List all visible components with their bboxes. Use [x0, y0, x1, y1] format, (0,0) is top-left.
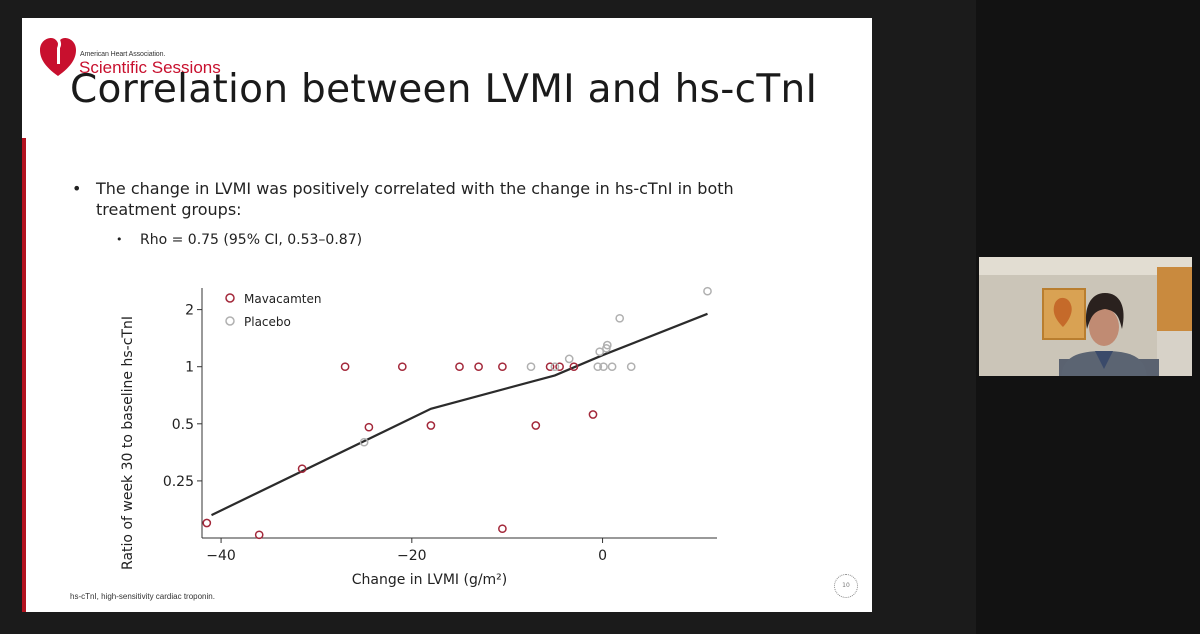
main-bullet: • The change in LVMI was positively corr…: [72, 178, 812, 220]
slide-accent-bar: [22, 138, 26, 612]
placebo-point: [607, 362, 617, 372]
aha-brand-text: American Heart Association.: [80, 51, 166, 58]
slide-title: Correlation between LVMI and hs-cTnI: [70, 67, 818, 112]
y-tick-label: 1: [185, 360, 194, 376]
x-axis-label: Change in LVMI (g/m²): [352, 572, 508, 588]
x-tick-label: −20: [397, 548, 427, 564]
speaker-webcam-video: [979, 257, 1192, 376]
mavacamten-point: [364, 422, 374, 432]
x-tick-label: 0: [598, 548, 607, 564]
mavacamten-point: [531, 421, 541, 430]
placebo-point: [703, 286, 712, 296]
legend-mavacamten-label: Mavacamten: [244, 292, 322, 306]
heart-torch-logo-icon: [40, 34, 76, 76]
main-bullet-text: The change in LVMI was positively correl…: [96, 179, 734, 219]
mavacamten-point: [397, 362, 407, 372]
y-tick-label: 2: [185, 303, 194, 319]
legend-mavacamten-marker: [225, 293, 235, 303]
legend-placebo-marker: [225, 316, 235, 326]
trend-line: [211, 312, 708, 517]
sub-bullet-text: Rho = 0.75 (95% CI, 0.53–0.87): [140, 232, 363, 248]
y-tick-label: 0.25: [163, 474, 194, 490]
scientific-sessions-text: Scientific Sessions: [79, 58, 221, 77]
scatter-chart: 0.25 0.5 1 2 −40 −20 0 Change in LVMI (g/m²) Rat…: [120, 286, 717, 588]
placebo-point: [626, 362, 636, 372]
y-axis-label: Ratio of week 30 to baseline hs-cTnI: [120, 316, 136, 570]
sub-bullet: • Rho = 0.75 (95% CI, 0.53–0.87): [116, 232, 362, 248]
mavacamten-point: [474, 362, 483, 372]
mavacamten-point: [340, 362, 350, 372]
mavacamten-point: [254, 530, 264, 540]
mavacamten-point: [498, 362, 507, 372]
presentation-slide: American Heart Association. Scientific S…: [22, 18, 872, 612]
legend-placebo-label: Placebo: [244, 315, 291, 329]
placebo-point: [359, 437, 369, 447]
mavacamten-point: [545, 362, 555, 372]
placebo-point: [599, 362, 608, 372]
y-tick-label: 0.5: [172, 417, 194, 433]
mavacamten-point: [202, 518, 212, 528]
x-tick-label: −40: [206, 548, 236, 564]
placebo-point: [602, 340, 612, 350]
footnote: hs-cTnI, high-sensitivity cardiac tropon…: [70, 592, 215, 601]
mavacamten-point: [588, 410, 598, 419]
speaker-video-frame: [979, 257, 1192, 376]
mavacamten-point: [498, 524, 507, 534]
placebo-point: [615, 313, 625, 323]
mavacamten-point: [555, 362, 564, 372]
placebo-point: [564, 354, 574, 364]
placebo-point: [526, 362, 536, 372]
mavacamten-point: [426, 421, 436, 430]
mavacamten-point: [455, 362, 464, 372]
placebo-point: [595, 347, 605, 357]
bullet-dot-icon: •: [72, 179, 82, 198]
screen-share-area: American Heart Association. Scientific S…: [22, 18, 872, 612]
mavacamten-point: [569, 362, 579, 372]
placebo-point: [593, 362, 603, 372]
placebo-point: [550, 362, 560, 372]
sub-bullet-dot-icon: •: [116, 233, 123, 246]
page-number: 10: [834, 574, 858, 598]
mavacamten-point: [297, 464, 307, 474]
